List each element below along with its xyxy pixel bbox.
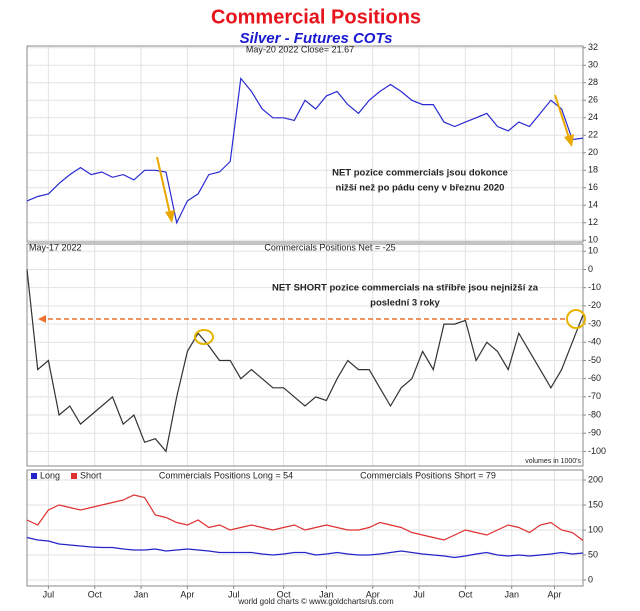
y-tick-label: 16 xyxy=(588,182,598,192)
x-tick-label: Jan xyxy=(134,589,149,599)
x-tick-label: Jul xyxy=(43,589,55,599)
panel-header: Commercials Positions Long = 54 xyxy=(159,470,293,480)
panel-frame xyxy=(26,243,584,467)
panel-date: May-17 2022 xyxy=(29,242,82,252)
arrow-head xyxy=(564,134,574,147)
x-tick-label: Apr xyxy=(547,589,561,599)
panel-header: Commercials Positions Short = 79 xyxy=(360,470,496,480)
y-tick-label: -80 xyxy=(588,409,601,419)
legend-swatch xyxy=(71,473,77,479)
x-tick-label: Oct xyxy=(88,589,103,599)
y-tick-label: -70 xyxy=(588,391,601,401)
arrow-head xyxy=(165,210,175,223)
y-tick-label: -20 xyxy=(588,300,601,310)
y-tick-label: 22 xyxy=(588,130,598,140)
y-tick-label: 26 xyxy=(588,95,598,105)
y-tick-label: 200 xyxy=(588,474,603,484)
y-tick-label: -90 xyxy=(588,428,601,438)
y-tick-label: -100 xyxy=(588,446,606,456)
y-tick-label: 50 xyxy=(588,549,598,559)
annotation: nižší než po pádu ceny v březnu 2020 xyxy=(336,183,505,194)
y-tick-label: 150 xyxy=(588,499,603,509)
highlight-circle xyxy=(566,309,586,329)
y-tick-label: -30 xyxy=(588,318,601,328)
panel-frame xyxy=(26,469,584,587)
data-line xyxy=(26,76,584,225)
y-tick-label: 10 xyxy=(588,235,598,245)
y-tick-label: 30 xyxy=(588,60,598,70)
subtitle: Silver - Futures COTs xyxy=(240,30,393,47)
y-tick-label: 18 xyxy=(588,165,598,175)
y-tick-label: 0 xyxy=(588,264,593,274)
data-line xyxy=(26,536,584,559)
legend-swatch xyxy=(31,473,37,479)
y-tick-label: 24 xyxy=(588,112,598,122)
footer: world gold charts © www.goldchartsrus.co… xyxy=(237,597,394,606)
decorations xyxy=(38,94,586,345)
arrow xyxy=(554,94,570,139)
x-tick-label: Oct xyxy=(458,589,473,599)
x-tick-label: Jul xyxy=(413,589,425,599)
y-tick-label: 12 xyxy=(588,217,598,227)
y-tick-label: 14 xyxy=(588,200,598,210)
data-line xyxy=(26,494,584,541)
y-tick-label: 100 xyxy=(588,524,603,534)
data-line xyxy=(26,269,584,453)
note: volumes in 1000's xyxy=(525,458,581,465)
charts: 10 12 14 16 18 20 22 24 26 28 30 32 May-20 2022 Clos… xyxy=(26,42,606,599)
arrow xyxy=(156,156,171,215)
legend-label: Long xyxy=(40,470,60,480)
y-tick-label: -60 xyxy=(588,373,601,383)
x-tick-label: Jan xyxy=(319,589,334,599)
y-tick-label: 32 xyxy=(588,42,598,52)
y-tick-label: 20 xyxy=(588,147,598,157)
y-tick-label: 28 xyxy=(588,77,598,87)
annotation: NET SHORT pozice commercials na stříbře … xyxy=(272,283,539,294)
x-tick-label: Jan xyxy=(504,589,519,599)
arrow-head xyxy=(38,315,46,323)
y-tick-label: -50 xyxy=(588,355,601,365)
x-tick-label: Apr xyxy=(180,589,194,599)
y-tick-label: -10 xyxy=(588,282,601,292)
y-tick-label: 0 xyxy=(588,574,593,584)
panel-header: Commercials Positions Net = -25 xyxy=(264,242,395,252)
y-tick-label: 10 xyxy=(588,246,598,256)
panel-frame xyxy=(26,45,584,243)
legend-label: Short xyxy=(80,470,102,480)
x-tick-label: Jul xyxy=(228,589,240,599)
panel-header: May-20 2022 Close= 21.67 xyxy=(246,44,354,54)
highlight-circle xyxy=(194,329,214,345)
annotation: poslední 3 roky xyxy=(370,298,440,309)
y-tick-label: -40 xyxy=(588,337,601,347)
title: Commercial Positions xyxy=(211,6,421,28)
x-tick-label: Oct xyxy=(277,589,292,599)
x-tick-label: Apr xyxy=(366,589,380,599)
annotation: NET pozice commercials jsou dokonce xyxy=(332,168,508,179)
